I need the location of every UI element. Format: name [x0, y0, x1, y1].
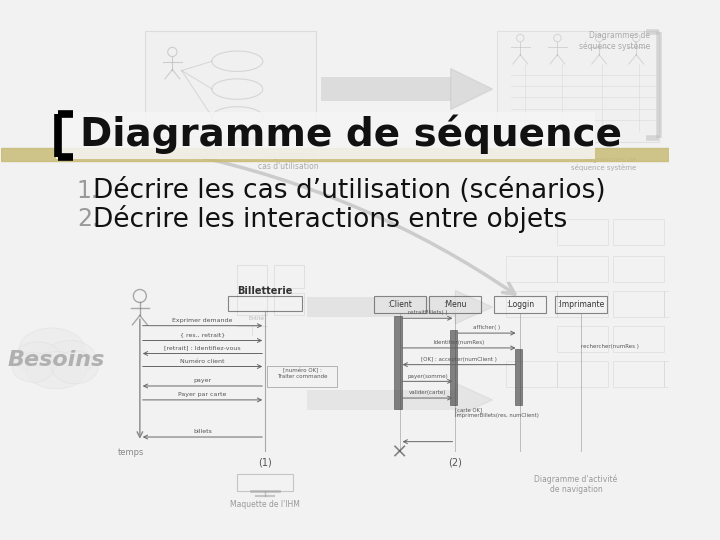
Text: 1.: 1. [77, 179, 99, 203]
Text: retraitBillets( ): retraitBillets( ) [408, 310, 447, 315]
Bar [506, 292, 557, 318]
Bar [554, 296, 606, 313]
Bar [56, 112, 595, 159]
Text: [OK] : accepter(numClient ): [OK] : accepter(numClient ) [421, 357, 497, 362]
Bar [238, 265, 267, 288]
Bar [374, 296, 426, 313]
Bar [557, 361, 608, 387]
Bar [238, 293, 267, 315]
Text: Diagramme de
cas d'utilisation: Diagramme de cas d'utilisation [258, 151, 319, 171]
Ellipse shape [14, 342, 61, 374]
Bar [1, 147, 669, 160]
Bar [506, 361, 557, 387]
Bar [274, 265, 304, 288]
Ellipse shape [19, 328, 84, 370]
Text: Diagramme d'activité
de navigation: Diagramme d'activité de navigation [534, 474, 618, 494]
Text: Décrire les interactions entre objets: Décrire les interactions entre objets [94, 205, 568, 233]
Bar [450, 330, 457, 404]
Bar [613, 326, 664, 352]
Text: Maquette de l'IHM: Maquette de l'IHM [230, 500, 300, 509]
Text: rechercher(numRes ): rechercher(numRes ) [580, 344, 639, 349]
Bar [664, 361, 669, 387]
Bar [497, 31, 660, 142]
Ellipse shape [52, 351, 98, 383]
Text: :Imprimante: :Imprimante [557, 300, 604, 309]
Bar [613, 219, 664, 245]
Text: Payer par carte: Payer par carte [179, 392, 227, 397]
Text: temps: temps [117, 448, 144, 457]
Bar [238, 474, 293, 491]
Text: :Client: :Client [387, 300, 412, 309]
Bar [307, 390, 455, 410]
Text: payer(somme): payer(somme) [407, 374, 448, 379]
Text: Besoins: Besoins [8, 350, 105, 370]
Text: Exprimer demande: Exprimer demande [172, 318, 233, 323]
Text: Diagrammes de
séquence système: Diagrammes de séquence système [579, 31, 650, 51]
Text: [carte OK]
ImprimerBillets(res, numClient): [carte OK] ImprimerBillets(res, numClien… [455, 407, 539, 418]
Polygon shape [455, 383, 492, 416]
Bar [228, 296, 302, 311]
Text: Décrire les cas d’utilisation (scénarios): Décrire les cas d’utilisation (scénarios… [94, 178, 606, 204]
Text: (2): (2) [449, 457, 462, 468]
Text: Diagrammes de
séquence système: Diagrammes de séquence système [571, 157, 636, 171]
Text: [retrait] : Identifiez-vous: [retrait] : Identifiez-vous [164, 346, 240, 350]
Text: valider(carte): valider(carte) [409, 390, 446, 395]
Bar [321, 77, 451, 101]
Text: billets: billets [193, 429, 212, 434]
Ellipse shape [26, 352, 86, 389]
Text: :Menu: :Menu [444, 300, 467, 309]
Text: Numéro client: Numéro client [180, 359, 225, 364]
Text: Diagramme de séquence: Diagramme de séquence [79, 115, 621, 154]
Bar [506, 256, 557, 282]
Text: Entité: Entité [249, 316, 265, 321]
Ellipse shape [12, 353, 54, 382]
Bar [664, 292, 669, 318]
Text: afficher( ): afficher( ) [473, 325, 500, 330]
Polygon shape [455, 291, 492, 324]
Text: Diagramme de
cas d'utilisation: Diagramme de cas d'utilisation [200, 138, 261, 158]
Bar [274, 293, 304, 315]
Bar [613, 361, 664, 387]
Text: [numéro OK] :
Traiter commande: [numéro OK] : Traiter commande [277, 368, 328, 379]
Bar [613, 292, 664, 318]
Bar [613, 256, 664, 282]
Bar [394, 316, 402, 409]
Text: { res., retrait}: { res., retrait} [180, 333, 225, 338]
Bar [557, 256, 608, 282]
Polygon shape [451, 69, 492, 110]
Bar [145, 31, 316, 137]
Ellipse shape [45, 341, 96, 376]
Text: 2.: 2. [77, 207, 99, 231]
Text: payer: payer [194, 378, 212, 383]
Bar [495, 296, 546, 313]
Text: Identifier(numRes): Identifier(numRes) [433, 340, 485, 345]
Text: Billetterie: Billetterie [238, 286, 293, 296]
Text: (1): (1) [258, 457, 272, 468]
Bar [557, 292, 608, 318]
Bar [429, 296, 482, 313]
Bar [267, 367, 336, 387]
Bar [307, 297, 455, 318]
Bar [557, 326, 608, 352]
Text: :Loggin: :Loggin [506, 300, 534, 309]
Bar [515, 349, 522, 404]
Bar [557, 219, 608, 245]
